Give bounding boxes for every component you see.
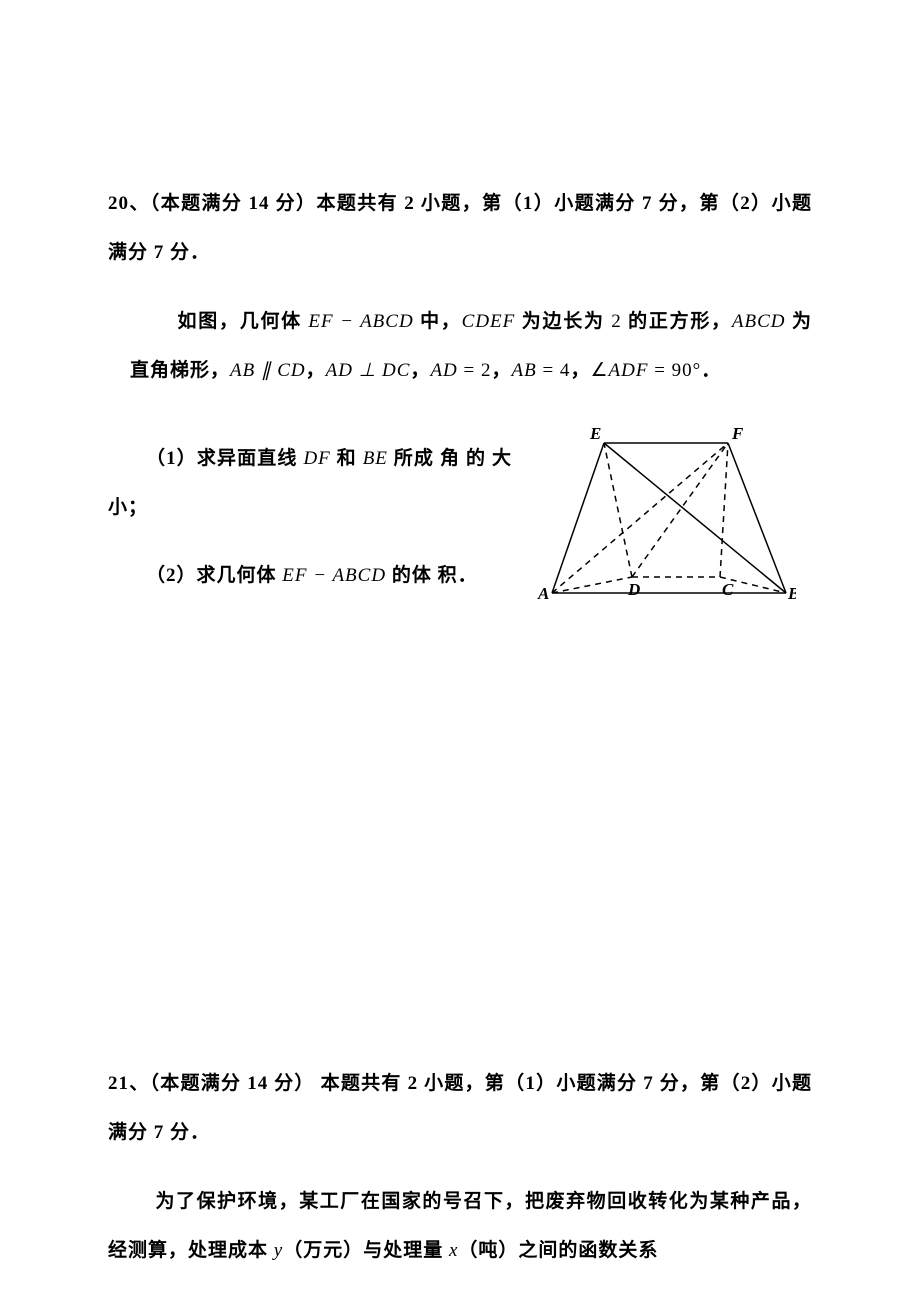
- svg-text:A: A: [537, 584, 549, 603]
- q20-stem: 如图，几何体 EF − ABCD 中，CDEF 为边长为 2 的正方形，ABCD…: [130, 297, 812, 396]
- blank-space: [108, 620, 812, 1040]
- geometry-diagram-icon: A B D C E F: [536, 423, 796, 603]
- question-21: 21、（本题满分 14 分） 本题共有 2 小题，第（1）小题满分 7 分，第（…: [108, 1059, 812, 1276]
- q20-subparts-wrap: ABDCEF （1）求异面直线 DF 和 BE 所成 角 的 大 小； （2）求…: [108, 415, 812, 620]
- q20-figure: A B D C E F: [536, 423, 796, 603]
- expr-cdef: CDEF: [462, 311, 516, 332]
- q20-body: 如图，几何体 EF − ABCD 中，CDEF 为边长为 2 的正方形，ABCD…: [108, 297, 812, 396]
- expr-ad-dc: AD ⊥ DC: [326, 360, 411, 381]
- q20-part2-tail: 积．: [438, 565, 478, 586]
- q20-header-text: 、（本题满分 14 分）本题共有 2 小题，第（1）小题满分 7 分，第（2）小…: [108, 193, 812, 263]
- expr-df: DF: [303, 448, 330, 469]
- q21-header: 21、（本题满分 14 分） 本题共有 2 小题，第（1）小题满分 7 分，第（…: [108, 1059, 812, 1158]
- q20-header: 20、（本题满分 14 分）本题共有 2 小题，第（1）小题满分 7 分，第（2…: [108, 179, 812, 278]
- var-x: x: [449, 1240, 458, 1261]
- expr-ab-cd: AB ∥ CD: [230, 360, 306, 381]
- expr-ab-4: AB = 4: [512, 360, 571, 381]
- q20-number: 20: [108, 193, 129, 214]
- question-20: 20、（本题满分 14 分）本题共有 2 小题，第（1）小题满分 7 分，第（2…: [108, 179, 812, 620]
- svg-text:B: B: [787, 584, 796, 603]
- q21-header-text: 、（本题满分 14 分） 本题共有 2 小题，第（1）小题满分 7 分，第（2）…: [108, 1073, 812, 1143]
- svg-text:C: C: [722, 580, 734, 599]
- q21-stem: 为了保护环境，某工厂在国家的号召下，把废弃物回收转化为某种产品，经测算，处理成本…: [108, 1177, 812, 1276]
- svg-text:E: E: [589, 424, 601, 443]
- expr-abcd: ABCD: [732, 311, 786, 332]
- q21-number: 21: [108, 1073, 129, 1094]
- expr-ef-abcd-2: EF − ABCD: [282, 565, 386, 586]
- expr-be: BE: [363, 448, 388, 469]
- var-y: y: [274, 1240, 283, 1261]
- expr-2: 2: [611, 311, 622, 332]
- svg-text:F: F: [731, 424, 744, 443]
- svg-text:D: D: [627, 580, 640, 599]
- expr-adf-90: ∠ADF = 90°: [590, 360, 701, 381]
- expr-ef-abcd: EF − ABCD: [308, 311, 413, 332]
- expr-ad-2: AD = 2: [430, 360, 491, 381]
